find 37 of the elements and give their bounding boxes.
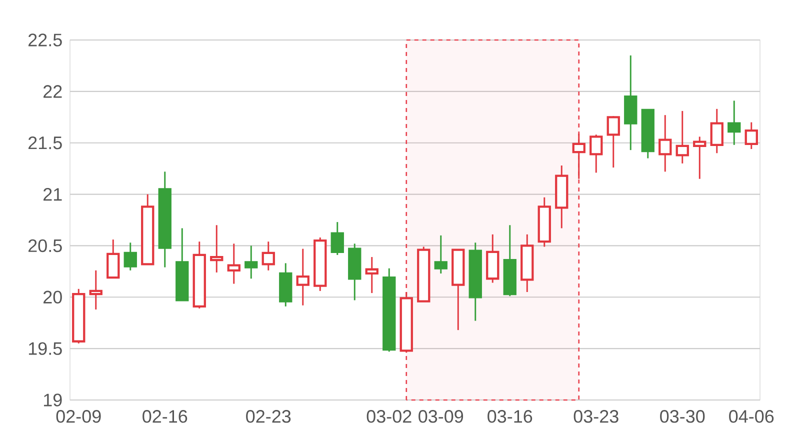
candlestick [744, 122, 758, 150]
candlestick [244, 244, 258, 280]
y-tick-label: 20.5 [28, 239, 62, 252]
x-tick-label: 03-09 [418, 410, 464, 423]
x-tick-label: 03-23 [574, 410, 618, 423]
candlestick [434, 234, 448, 274]
candlestick [693, 136, 706, 180]
candlestick [106, 238, 120, 279]
candlestick [710, 108, 724, 154]
candlestick [728, 100, 741, 146]
candlestick [658, 114, 672, 172]
x-tick-label: 04-06 [729, 410, 774, 423]
y-tick-label: 21 [44, 188, 62, 201]
x-tick-label: 02-16 [142, 410, 188, 423]
x-tick-label: 02-23 [246, 410, 291, 423]
y-tick-label: 19.5 [28, 342, 62, 355]
candlestick [227, 242, 240, 285]
candlestick [330, 221, 344, 256]
x-tick-label: 03-02 [366, 410, 412, 423]
candlestick [590, 134, 603, 174]
y-tick-label: 20 [44, 290, 62, 304]
candlestick [89, 270, 102, 310]
candlestick [124, 242, 137, 272]
candlestick [296, 248, 310, 306]
candlestick [572, 132, 586, 180]
candlestick [676, 110, 689, 164]
y-tick-label: 21.5 [28, 136, 62, 150]
x-tick-label: 02-09 [56, 410, 101, 423]
candlestick [210, 224, 224, 274]
y-tick-label: 19 [44, 394, 62, 406]
x-tick-label: 03-16 [488, 410, 532, 423]
candlestick [606, 115, 620, 168]
candlestick [365, 256, 378, 294]
x-tick-label: 03-30 [660, 410, 705, 423]
candlestick [262, 240, 275, 272]
y-tick-label: 22 [44, 85, 62, 98]
y-tick-label: 22.5 [28, 34, 62, 46]
